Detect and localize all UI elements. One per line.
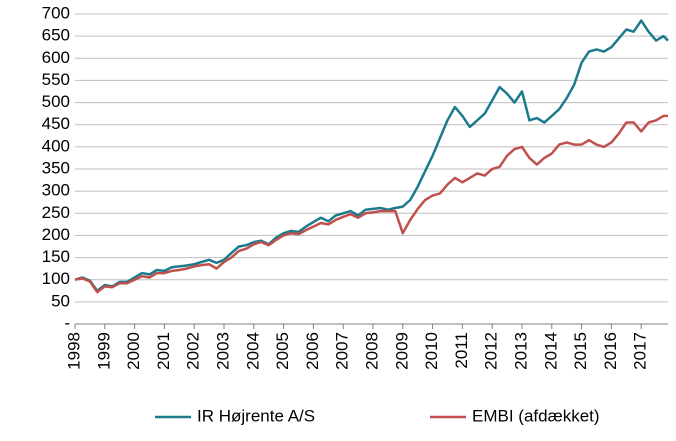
- y-tick-label: 400: [42, 136, 70, 155]
- legend-label: EMBI (afdækket): [472, 406, 600, 425]
- x-tick-label: 1998: [64, 332, 83, 370]
- x-tick-label: 2011: [452, 332, 471, 369]
- x-tick-label: 2003: [213, 332, 232, 370]
- y-tick-label: 450: [42, 114, 70, 133]
- y-tick-label: 50: [51, 291, 70, 310]
- x-tick-label: 2016: [601, 332, 620, 370]
- y-tick-label: 200: [42, 225, 70, 244]
- y-tick-label: 700: [42, 3, 70, 22]
- y-tick-label: 550: [42, 70, 70, 89]
- x-tick-label: 2014: [541, 332, 560, 370]
- y-tick-label: 600: [42, 48, 70, 67]
- series-line: [74, 114, 668, 294]
- x-tick-label: 2009: [392, 332, 411, 370]
- y-tick-label: 350: [42, 158, 70, 177]
- x-tick-label: 2002: [184, 332, 203, 370]
- y-tick-label: 250: [42, 203, 70, 222]
- x-tick-label: 2007: [333, 332, 352, 370]
- y-tick-label: 100: [42, 269, 70, 288]
- x-tick-label: 2006: [303, 332, 322, 370]
- x-tick-label: 2001: [154, 332, 173, 370]
- legend-label: IR Højrente A/S: [197, 406, 315, 425]
- x-tick-label: 2012: [482, 332, 501, 370]
- x-tick-label: 1999: [94, 332, 113, 370]
- y-tick-label: 300: [42, 181, 70, 200]
- x-tick-label: 2015: [571, 332, 590, 370]
- x-tick-label: 2017: [631, 332, 650, 370]
- series-line: [74, 19, 669, 293]
- x-tick-label: 2004: [243, 332, 262, 370]
- y-tick-label: 500: [42, 92, 70, 111]
- x-tick-label: 2005: [273, 332, 292, 370]
- x-tick-label: 2008: [362, 332, 381, 370]
- y-tick-label: -: [64, 313, 70, 332]
- x-tick-label: 2000: [124, 332, 143, 370]
- y-tick-label: 650: [42, 26, 70, 45]
- y-tick-label: 150: [42, 247, 70, 266]
- x-tick-label: 2013: [511, 332, 530, 370]
- x-tick-label: 2010: [422, 332, 441, 370]
